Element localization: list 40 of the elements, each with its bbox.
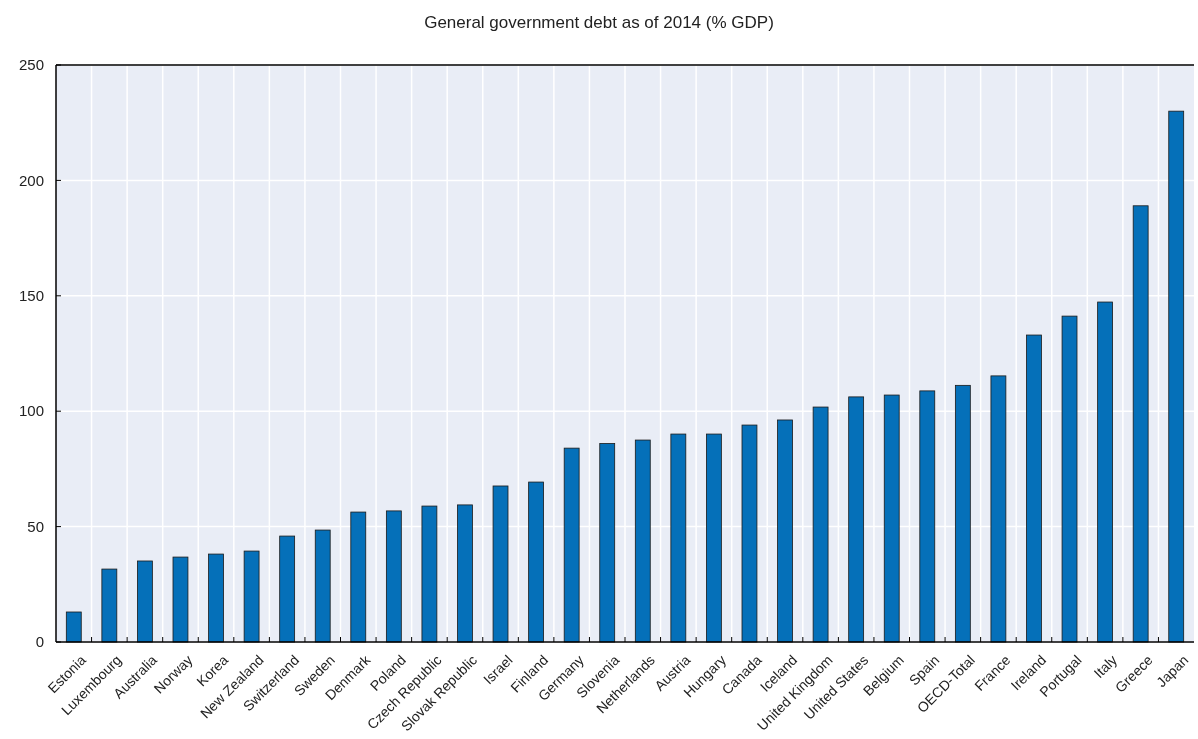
bar [172, 556, 189, 643]
bar [634, 439, 651, 643]
x-tick-label: Italy [1090, 651, 1121, 682]
y-tick-label: 50 [27, 517, 44, 535]
bar [1132, 205, 1149, 643]
bar [1026, 334, 1042, 643]
bar [670, 433, 687, 643]
y-tick-label: 0 [35, 633, 44, 651]
bar [208, 553, 224, 643]
bar [243, 550, 260, 643]
bar [741, 424, 758, 643]
bar [812, 406, 829, 643]
bar [883, 394, 900, 643]
chart-title: General government debt as of 2014 (% GDP) [424, 13, 774, 32]
bar [990, 375, 1007, 643]
bar [848, 396, 865, 643]
bar [350, 511, 367, 643]
bar [706, 433, 722, 643]
bar [954, 384, 971, 643]
bar [599, 443, 616, 643]
bar [101, 568, 118, 643]
bar [563, 447, 580, 643]
bar [1061, 315, 1078, 643]
y-tick-label: 100 [18, 402, 44, 420]
bar [492, 485, 509, 643]
bar [1168, 110, 1185, 643]
y-tick-label: 150 [18, 287, 44, 305]
bar [528, 481, 544, 643]
bar [421, 505, 438, 643]
bar [65, 611, 82, 643]
y-tick-label: 200 [18, 171, 44, 189]
bar [919, 390, 936, 643]
bar [314, 529, 331, 643]
bar [137, 560, 153, 643]
bar [385, 510, 402, 643]
bar [777, 419, 793, 643]
bar [457, 504, 473, 643]
y-tick-label: 250 [18, 56, 44, 74]
bar [1097, 301, 1113, 643]
bar [279, 535, 296, 643]
